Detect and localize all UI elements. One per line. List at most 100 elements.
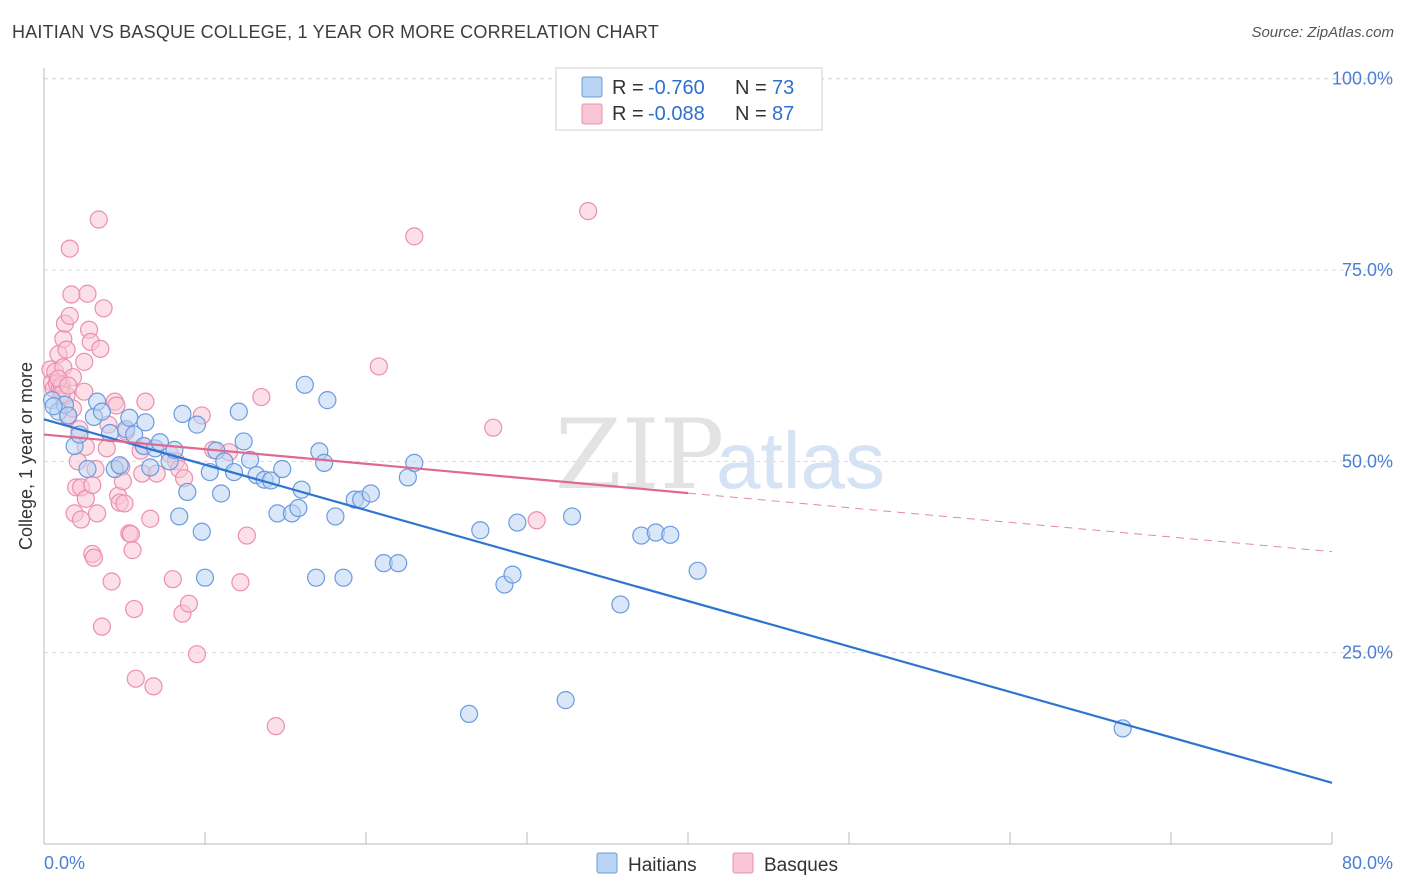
series-legend: Haitians Basques xyxy=(596,852,838,876)
basque-point xyxy=(115,494,134,513)
series-legend-label-haitians: Haitians xyxy=(628,855,697,876)
x-tick-label-min: 0.0% xyxy=(44,853,85,873)
stats-legend-swatch-haitians xyxy=(581,76,603,98)
stats-legend-n-value-basques: 87 xyxy=(772,103,794,125)
haitian-point xyxy=(195,568,215,587)
haitian-point xyxy=(562,507,582,526)
haitian-point xyxy=(556,691,575,710)
haitian-point xyxy=(273,459,292,479)
basque-point xyxy=(60,306,79,326)
trend-lines xyxy=(43,418,1333,784)
series-legend-swatch-basques xyxy=(732,852,754,874)
basque-point xyxy=(75,382,94,401)
y-tick-labels: 25.0% 50.0% 75.0% 100.0% xyxy=(1332,69,1393,663)
haitian-point xyxy=(361,484,380,503)
stats-legend: R = -0.760 N = 73 R = -0.088 N = 87 xyxy=(555,67,823,131)
haitian-point xyxy=(508,513,527,532)
series-legend-swatch-haitians xyxy=(596,852,618,874)
watermark: ZIP atlas xyxy=(555,399,885,511)
basque-point xyxy=(405,227,424,246)
haitian-point xyxy=(306,568,326,587)
basque-point xyxy=(369,357,388,376)
haitian-point xyxy=(315,453,334,472)
stats-legend-n-label-haitians: N = xyxy=(735,77,767,99)
haitian-point xyxy=(192,522,211,541)
basque-point xyxy=(88,504,107,523)
basque-point xyxy=(136,392,155,411)
haitian-point xyxy=(234,432,253,451)
stats-legend-n-label-basques: N = xyxy=(735,103,767,125)
haitians-trend-line xyxy=(43,418,1333,784)
haitian-point xyxy=(136,413,155,432)
haitian-point xyxy=(187,415,207,434)
haitian-point xyxy=(229,402,248,421)
basque-point xyxy=(62,285,81,304)
basque-point xyxy=(252,387,271,407)
stats-legend-r-value-haitians: -0.760 xyxy=(648,77,705,99)
basque-point xyxy=(60,239,79,258)
basque-point xyxy=(121,524,141,544)
haitian-point xyxy=(661,525,680,544)
x-tick-label-max: 80.0% xyxy=(1342,853,1393,873)
haitian-point xyxy=(240,450,260,469)
y-tick-label: 50.0% xyxy=(1342,451,1393,471)
haitian-point xyxy=(44,397,63,416)
stats-legend-swatch-basques xyxy=(581,103,603,125)
basque-point xyxy=(141,509,160,528)
haitian-point xyxy=(389,554,408,573)
haitian-point xyxy=(503,565,522,584)
basque-point xyxy=(78,284,97,303)
basque-point xyxy=(266,717,285,736)
haitian-point xyxy=(92,402,112,421)
basque-point xyxy=(57,340,76,359)
gridlines xyxy=(44,78,1392,654)
y-tick-label: 25.0% xyxy=(1342,643,1393,663)
basque-point xyxy=(102,572,121,591)
haitian-point xyxy=(318,391,337,410)
x-axis-ticks xyxy=(43,832,1333,844)
stats-legend-r-label-basques: R = xyxy=(612,103,644,125)
stats-legend-n-value-haitians: 73 xyxy=(772,77,794,99)
basque-point xyxy=(75,352,94,371)
stats-legend-r-value-basques: -0.088 xyxy=(648,103,705,125)
haitian-point xyxy=(173,404,192,424)
basque-point xyxy=(94,299,113,318)
haitian-point xyxy=(688,561,707,580)
haitian-point xyxy=(289,498,308,518)
basque-point xyxy=(89,210,108,229)
basque-point xyxy=(84,548,104,567)
basque-point xyxy=(92,617,112,636)
haitian-point xyxy=(611,595,630,614)
basque-point xyxy=(484,418,503,437)
basque-point xyxy=(83,475,102,495)
haitian-point xyxy=(295,375,314,394)
basque-point xyxy=(163,570,182,589)
basque-point xyxy=(527,511,546,530)
basque-point xyxy=(579,201,598,221)
basque-point xyxy=(91,339,110,358)
watermark-atlas: atlas xyxy=(716,416,885,505)
haitian-point xyxy=(141,458,160,477)
y-tick-label: 75.0% xyxy=(1342,260,1393,280)
basque-point xyxy=(237,526,256,545)
chart-title: HAITIAN VS BASQUE COLLEGE, 1 YEAR OR MOR… xyxy=(12,22,659,42)
haitian-point xyxy=(471,521,490,540)
basque-point xyxy=(231,573,250,592)
basque-point xyxy=(125,599,144,619)
stats-legend-r-label-haitians: R = xyxy=(612,77,644,99)
haitian-point xyxy=(110,456,129,475)
haitian-point xyxy=(334,568,353,587)
series-legend-label-basques: Basques xyxy=(764,855,838,876)
y-tick-label: 100.0% xyxy=(1332,69,1393,89)
basque-point xyxy=(59,376,78,395)
basque-point xyxy=(123,541,142,560)
basques-trend-line xyxy=(43,433,689,495)
watermark-zip: ZIP xyxy=(555,399,724,511)
basque-point xyxy=(97,439,116,458)
haitian-point xyxy=(326,507,345,526)
basques-trend-line-extension xyxy=(687,492,1333,553)
haitian-point xyxy=(178,482,197,502)
chart-source: Source: ZipAtlas.com xyxy=(1251,24,1394,41)
y-axis-title: College, 1 year or more xyxy=(16,362,36,550)
